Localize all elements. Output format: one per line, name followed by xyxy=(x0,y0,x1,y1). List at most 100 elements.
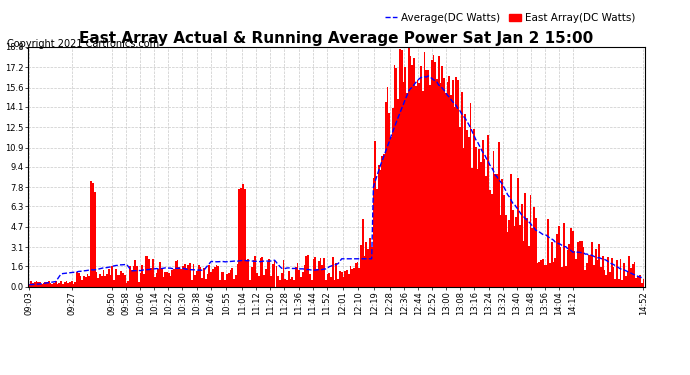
Bar xyxy=(246,261,247,287)
Bar xyxy=(433,55,434,287)
Bar xyxy=(348,274,350,287)
Bar xyxy=(621,280,623,287)
Bar xyxy=(154,277,155,287)
Bar xyxy=(224,280,226,287)
Bar xyxy=(518,178,519,287)
Bar xyxy=(277,276,279,287)
Bar xyxy=(186,268,187,287)
Bar xyxy=(300,277,302,287)
Bar xyxy=(268,259,270,287)
Bar xyxy=(306,256,307,287)
Bar xyxy=(250,267,253,287)
Bar xyxy=(193,264,195,287)
Bar xyxy=(401,50,402,287)
Bar xyxy=(641,283,642,287)
Bar xyxy=(598,244,600,287)
Bar xyxy=(288,271,290,287)
Bar xyxy=(496,174,497,287)
Bar xyxy=(226,274,228,287)
Bar xyxy=(302,272,304,287)
Bar xyxy=(139,273,141,287)
Bar xyxy=(85,278,87,287)
Bar xyxy=(266,262,268,287)
Bar xyxy=(538,262,540,287)
Bar xyxy=(101,276,103,287)
Bar xyxy=(286,280,288,287)
Bar xyxy=(110,275,111,287)
Bar xyxy=(394,64,395,287)
Bar xyxy=(309,274,310,287)
Bar xyxy=(434,63,436,287)
Bar xyxy=(385,102,386,287)
Bar xyxy=(87,274,88,287)
Bar xyxy=(272,264,274,287)
Bar xyxy=(563,223,565,287)
Bar xyxy=(99,274,101,287)
Bar xyxy=(376,189,378,287)
Bar xyxy=(475,147,477,287)
Bar xyxy=(223,272,224,287)
Bar xyxy=(360,245,362,287)
Bar xyxy=(201,278,203,287)
Text: Copyright 2021 Cartronics.com: Copyright 2021 Cartronics.com xyxy=(7,39,159,50)
Bar xyxy=(214,267,215,287)
Bar xyxy=(382,156,383,287)
Bar xyxy=(566,251,569,287)
Bar xyxy=(66,280,68,287)
Bar xyxy=(69,282,71,287)
Bar xyxy=(322,265,323,287)
Bar xyxy=(442,66,443,287)
Bar xyxy=(256,273,258,287)
Bar xyxy=(143,274,145,287)
Bar xyxy=(247,259,249,287)
Bar xyxy=(593,265,595,287)
Bar xyxy=(148,259,150,287)
Bar xyxy=(369,238,371,287)
Bar xyxy=(515,217,518,287)
Bar xyxy=(502,179,503,287)
Bar xyxy=(290,279,291,287)
Bar xyxy=(399,48,401,287)
Bar xyxy=(466,130,468,287)
Bar xyxy=(53,283,55,287)
Bar xyxy=(424,52,426,287)
Bar xyxy=(422,91,424,287)
Bar xyxy=(75,282,76,287)
Bar xyxy=(150,268,152,287)
Bar xyxy=(528,246,530,287)
Bar xyxy=(205,279,207,287)
Bar xyxy=(367,249,369,287)
Bar xyxy=(486,176,487,287)
Bar xyxy=(618,279,620,287)
Bar xyxy=(544,265,546,287)
Bar xyxy=(106,274,108,287)
Bar xyxy=(76,272,78,287)
Bar xyxy=(284,279,286,287)
Bar xyxy=(530,195,531,287)
Bar xyxy=(351,269,353,287)
Bar xyxy=(297,263,299,287)
Legend: Average(DC Watts), East Array(DC Watts): Average(DC Watts), East Array(DC Watts) xyxy=(380,9,640,27)
Bar xyxy=(411,64,413,287)
Bar xyxy=(43,283,44,287)
Bar xyxy=(157,268,159,287)
Bar xyxy=(468,137,470,287)
Bar xyxy=(535,219,537,287)
Bar xyxy=(155,273,157,287)
Bar xyxy=(126,283,127,287)
Bar xyxy=(578,242,579,287)
Bar xyxy=(253,260,255,287)
Bar xyxy=(388,113,390,287)
Bar xyxy=(230,270,231,287)
Bar xyxy=(551,242,553,287)
Bar xyxy=(28,284,30,287)
Bar xyxy=(362,219,364,287)
Bar xyxy=(283,260,284,287)
Bar xyxy=(431,60,433,287)
Bar xyxy=(519,225,521,287)
Bar xyxy=(52,284,53,287)
Bar xyxy=(79,276,81,287)
Bar xyxy=(373,178,374,287)
Bar xyxy=(600,267,602,287)
Bar xyxy=(565,266,566,287)
